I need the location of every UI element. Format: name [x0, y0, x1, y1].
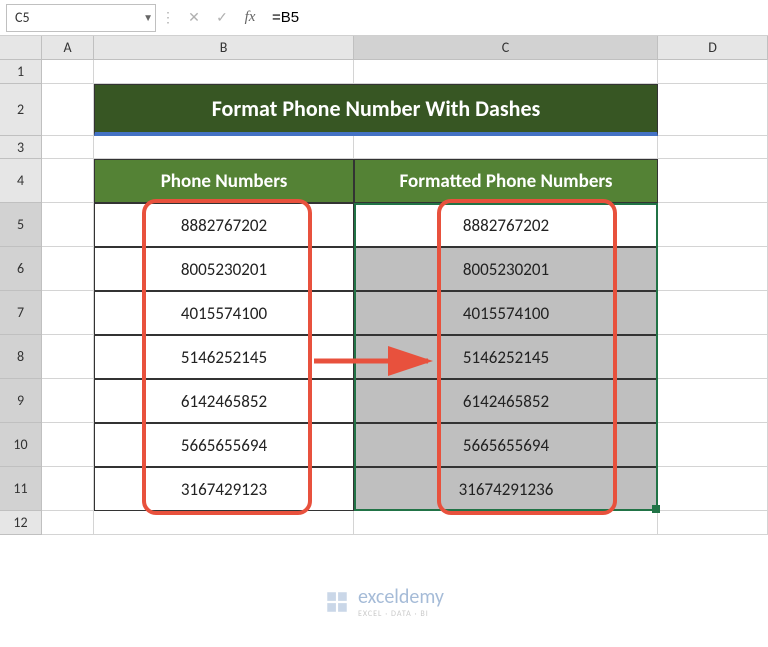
cell-D6[interactable]	[658, 247, 768, 291]
row-header-7[interactable]: 7	[0, 291, 42, 335]
row-12: 12	[0, 511, 768, 535]
cell-D4[interactable]	[658, 159, 768, 203]
cell-D3[interactable]	[658, 136, 768, 159]
col-header-A[interactable]: A	[42, 36, 94, 60]
cell-D5[interactable]	[658, 203, 768, 247]
row-10: 10 5665655694 5665655694	[0, 423, 768, 467]
header-phone-numbers[interactable]: Phone Numbers	[94, 159, 354, 203]
fx-icon[interactable]: fx	[236, 9, 264, 26]
cell-C1[interactable]	[354, 60, 658, 84]
cell-B12[interactable]	[94, 511, 354, 535]
cell-C3[interactable]	[354, 136, 658, 159]
watermark: exceldemy EXCEL · DATA · BI	[324, 585, 444, 619]
cell-B5[interactable]: 8882767202	[94, 203, 354, 247]
cell-A6[interactable]	[42, 247, 94, 291]
row-2: 2 Format Phone Number With Dashes	[0, 84, 768, 136]
row-header-1[interactable]: 1	[0, 60, 42, 84]
cell-C9[interactable]: 6142465852	[354, 379, 658, 423]
row-header-8[interactable]: 8	[0, 335, 42, 379]
cell-C12[interactable]	[354, 511, 658, 535]
row-header-11[interactable]: 11	[0, 467, 42, 511]
cell-D12[interactable]	[658, 511, 768, 535]
row-header-2[interactable]: 2	[0, 84, 42, 136]
row-header-12[interactable]: 12	[0, 511, 42, 535]
watermark-title: exceldemy	[358, 585, 444, 609]
cell-A12[interactable]	[42, 511, 94, 535]
col-header-D[interactable]: D	[658, 36, 768, 60]
cell-A9[interactable]	[42, 379, 94, 423]
watermark-subtitle: EXCEL · DATA · BI	[358, 609, 444, 619]
row-header-6[interactable]: 6	[0, 247, 42, 291]
cell-A3[interactable]	[42, 136, 94, 159]
cell-A10[interactable]	[42, 423, 94, 467]
name-box-value: C5	[15, 9, 30, 26]
column-headers: A B C D	[0, 36, 768, 60]
watermark-text: exceldemy EXCEL · DATA · BI	[358, 585, 444, 619]
row-header-4[interactable]: 4	[0, 159, 42, 203]
cell-C10[interactable]: 5665655694	[354, 423, 658, 467]
row-6: 6 8005230201 8005230201	[0, 247, 768, 291]
header-formatted-phone-numbers[interactable]: Formatted Phone Numbers	[354, 159, 658, 203]
cell-C6[interactable]: 8005230201	[354, 247, 658, 291]
cell-D8[interactable]	[658, 335, 768, 379]
cell-B11[interactable]: 3167429123	[94, 467, 354, 511]
col-header-C[interactable]: C	[354, 36, 658, 60]
cell-B10[interactable]: 5665655694	[94, 423, 354, 467]
row-5: 5 8882767202 8882767202	[0, 203, 768, 247]
row-header-3[interactable]: 3	[0, 136, 42, 159]
cell-D11[interactable]	[658, 467, 768, 511]
cell-A4[interactable]	[42, 159, 94, 203]
formula-bar-row: C5 ▼ ⋮ ✕ ✓ fx	[0, 0, 768, 36]
cell-A11[interactable]	[42, 467, 94, 511]
title-cell[interactable]: Format Phone Number With Dashes	[94, 84, 658, 136]
row-3: 3	[0, 136, 768, 159]
row-4: 4 Phone Numbers Formatted Phone Numbers	[0, 159, 768, 203]
cell-D10[interactable]	[658, 423, 768, 467]
cell-B7[interactable]: 4015574100	[94, 291, 354, 335]
col-header-B[interactable]: B	[94, 36, 354, 60]
watermark-logo-icon	[324, 589, 350, 615]
cell-A1[interactable]	[42, 60, 94, 84]
cell-D9[interactable]	[658, 379, 768, 423]
cell-B1[interactable]	[94, 60, 354, 84]
cell-C5[interactable]: 8882767202	[354, 203, 658, 247]
cell-B3[interactable]	[94, 136, 354, 159]
cell-A7[interactable]	[42, 291, 94, 335]
select-all-corner[interactable]	[0, 36, 42, 60]
row-1: 1	[0, 60, 768, 84]
row-7: 7 4015574100 4015574100	[0, 291, 768, 335]
row-8: 8 5146252145 5146252145	[0, 335, 768, 379]
row-9: 9 6142465852 6142465852	[0, 379, 768, 423]
name-box[interactable]: C5 ▼	[6, 4, 156, 32]
formula-input[interactable]	[264, 4, 768, 32]
cell-B6[interactable]: 8005230201	[94, 247, 354, 291]
name-box-dropdown-icon[interactable]: ▼	[143, 11, 153, 24]
cancel-icon[interactable]: ✕	[180, 9, 208, 26]
cell-D1[interactable]	[658, 60, 768, 84]
cell-A5[interactable]	[42, 203, 94, 247]
grid-area: A B C D 1 2 Format Phone Number With Das…	[0, 36, 768, 535]
cell-D2[interactable]	[658, 84, 768, 136]
cell-A8[interactable]	[42, 335, 94, 379]
separator: ⋮	[156, 9, 180, 26]
row-header-5[interactable]: 5	[0, 203, 42, 247]
cell-B9[interactable]: 6142465852	[94, 379, 354, 423]
cell-C8[interactable]: 5146252145	[354, 335, 658, 379]
row-header-10[interactable]: 10	[0, 423, 42, 467]
row-11: 11 3167429123 31674291236	[0, 467, 768, 511]
cell-D7[interactable]	[658, 291, 768, 335]
cell-B8[interactable]: 5146252145	[94, 335, 354, 379]
cell-A2[interactable]	[42, 84, 94, 136]
row-header-9[interactable]: 9	[0, 379, 42, 423]
cell-C11[interactable]: 31674291236	[354, 467, 658, 511]
enter-icon[interactable]: ✓	[208, 9, 236, 26]
cell-C7[interactable]: 4015574100	[354, 291, 658, 335]
rows: 1 2 Format Phone Number With Dashes 3 4 …	[0, 60, 768, 535]
